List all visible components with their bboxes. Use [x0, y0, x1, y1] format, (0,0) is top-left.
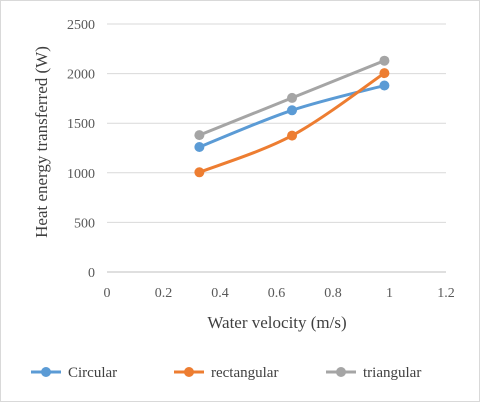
legend-label-triangular: triangular — [363, 365, 421, 381]
legend-label-rectangular: rectangular — [211, 365, 278, 381]
x-tick-label: 0.6 — [268, 286, 286, 301]
y-tick-label: 2500 — [67, 18, 95, 33]
y-tick-label: 500 — [74, 216, 95, 231]
y-tick-labels: 0 500 1000 1500 2000 2500 — [67, 18, 95, 281]
data-point-circular — [194, 142, 205, 153]
data-point-rectangular — [194, 167, 205, 178]
series-group — [194, 55, 390, 178]
x-axis-title: Water velocity (m/s) — [207, 313, 346, 332]
data-point-circular — [379, 80, 390, 91]
x-tick-label: 1 — [386, 286, 393, 301]
y-axis-title: Heat energy transferred (W) — [32, 46, 51, 238]
data-point-rectangular — [287, 130, 298, 141]
legend-marker-circular — [41, 367, 51, 377]
legend: Circular rectangular triangular — [31, 365, 421, 381]
x-tick-label: 0.2 — [155, 286, 173, 301]
x-tick-label: 1.2 — [437, 286, 455, 301]
y-tick-label: 1500 — [67, 117, 95, 132]
data-point-triangular — [287, 92, 298, 103]
data-point-triangular — [194, 130, 205, 141]
y-tick-label: 0 — [88, 266, 95, 281]
gridlines — [107, 23, 446, 273]
x-tick-label: 0.8 — [324, 286, 342, 301]
data-point-rectangular — [379, 68, 390, 79]
x-tick-label: 0 — [104, 286, 111, 301]
y-tick-label: 2000 — [67, 68, 95, 83]
legend-marker-triangular — [336, 367, 346, 377]
data-point-triangular — [379, 55, 390, 66]
x-tick-label: 0.4 — [211, 286, 229, 301]
legend-marker-rectangular — [184, 367, 194, 377]
data-point-circular — [287, 105, 298, 116]
x-tick-labels: 0 0.2 0.4 0.6 0.8 1 1.2 — [104, 286, 455, 301]
legend-label-circular: Circular — [68, 365, 117, 381]
y-tick-label: 1000 — [67, 167, 95, 182]
